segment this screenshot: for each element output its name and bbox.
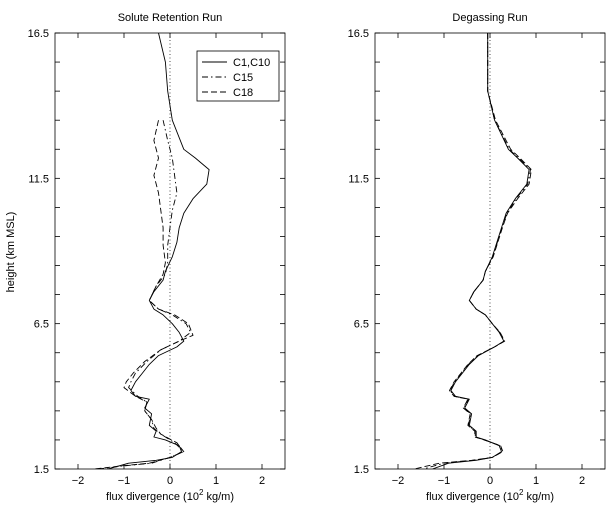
y-tick-label: 1.5 (354, 464, 369, 476)
x-tick-label: 1 (533, 475, 539, 487)
y-tick-label: 11.5 (348, 173, 369, 185)
chart-title: Solute Retention Run (118, 12, 223, 24)
y-tick-label: 6.5 (354, 319, 369, 331)
y-tick-label: 1.5 (34, 464, 49, 476)
y-tick-label: 16.5 (28, 28, 49, 40)
chart-panel-solute-retention: Solute Retention Run −2 −1 0 1 2 1.5 6.5 11.5 16.… (28, 12, 286, 503)
series-line-c1-c10 (107, 33, 210, 469)
series-group (413, 33, 532, 469)
series-line-c18 (413, 33, 532, 469)
x-tick-label: 2 (579, 475, 585, 487)
chart-title: Degassing Run (452, 12, 527, 24)
y-tick-label: 6.5 (34, 319, 49, 331)
x-axis-label: flux divergence (102 kg/m) (426, 488, 554, 503)
y-axis-label: height (km MSL) (5, 212, 17, 293)
series-line-c1-c10 (432, 33, 530, 469)
series-group (94, 33, 210, 469)
legend-label: C15 (233, 72, 253, 84)
legend: C1,C10 C15 C18 (196, 50, 280, 102)
series-line-c18 (94, 120, 194, 469)
legend-label: C1,C10 (233, 57, 270, 69)
x-tick-label: 2 (259, 475, 265, 487)
y-tick-label: 16.5 (348, 28, 369, 40)
x-tick-label: 0 (167, 475, 173, 487)
legend-box (196, 50, 280, 102)
legend-label: C18 (233, 87, 253, 99)
x-tick-label: 1 (213, 475, 219, 487)
y-tick-label: 11.5 (28, 173, 49, 185)
x-tick-label: −1 (118, 475, 131, 487)
chart-panel-degassing: Degassing Run −2 −1 0 1 2 1.5 6.5 11.5 16.5 flux d… (348, 12, 606, 503)
series-line-c15 (423, 33, 531, 469)
x-tick-label: −2 (72, 475, 85, 487)
series-line-c15 (98, 120, 192, 469)
x-axis-label: flux divergence (102 kg/m) (106, 488, 234, 503)
x-tick-label: −2 (392, 475, 405, 487)
x-tick-label: −1 (438, 475, 451, 487)
x-tick-label: 0 (487, 475, 493, 487)
